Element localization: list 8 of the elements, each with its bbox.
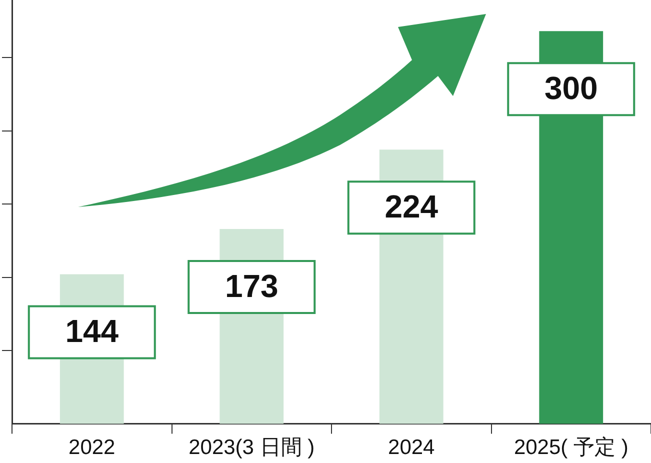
data-label: 224: [384, 188, 438, 224]
x-tick-label: 2024: [388, 436, 436, 460]
x-tick-label: 2025( 予定 ): [514, 436, 628, 460]
data-label: 300: [544, 70, 598, 106]
x-tick-label: 2022: [68, 436, 116, 460]
data-label: 173: [224, 268, 278, 304]
data-label: 144: [65, 313, 119, 350]
x-tick-label: 2023(3 日間 ): [188, 436, 315, 460]
